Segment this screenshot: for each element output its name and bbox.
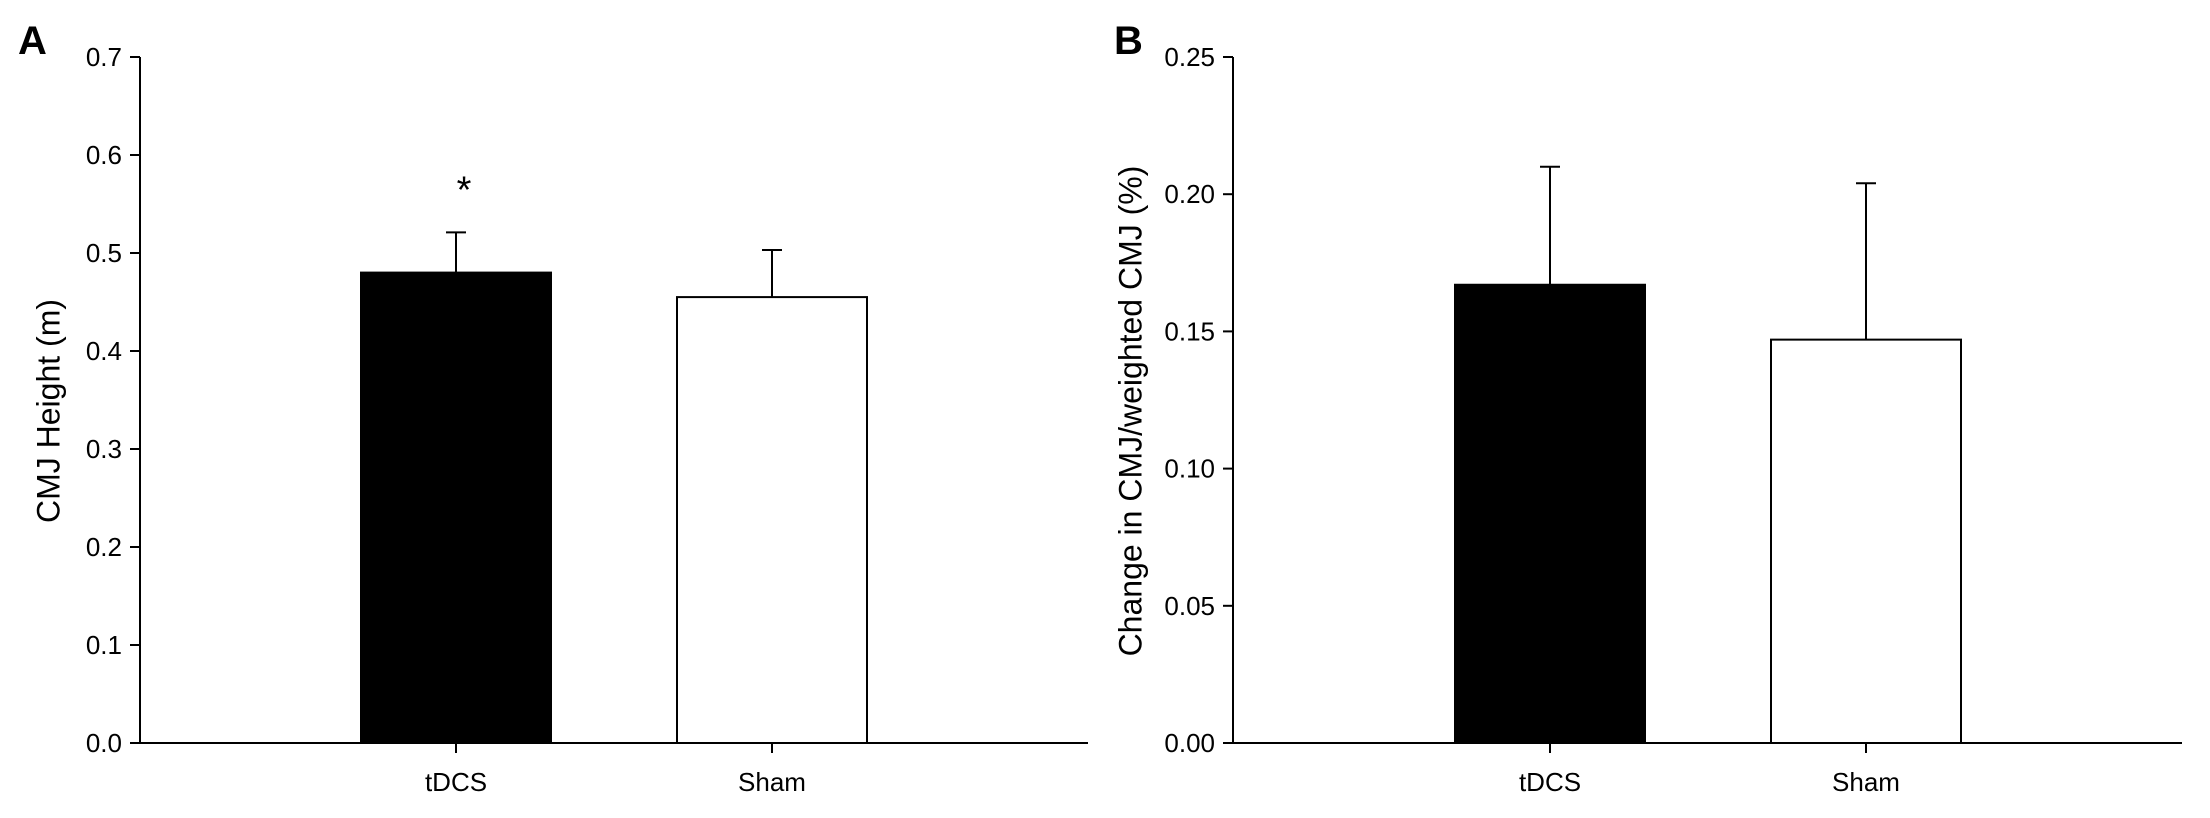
- y-tick-label: 0.20: [1164, 179, 1215, 209]
- category-label-sham: Sham: [738, 767, 806, 797]
- y-tick-label: 0.15: [1164, 316, 1215, 346]
- category-label-tdcs: tDCS: [425, 767, 487, 797]
- y-tick-label: 0.1: [86, 630, 122, 660]
- y-tick-label: 0.0: [86, 728, 122, 758]
- bar-sham: [1770, 338, 1962, 744]
- y-tick-label: 0.05: [1164, 591, 1215, 621]
- bar-tdcs: [1454, 283, 1646, 744]
- panel-letter: B: [1114, 19, 1143, 63]
- panel-letter: A: [18, 19, 47, 63]
- bar-tdcs: [360, 271, 552, 744]
- y-tick-label: 0.10: [1164, 454, 1215, 484]
- bar-sham: [676, 296, 868, 744]
- y-tick-label: 0.7: [86, 42, 122, 72]
- y-tick-label: 0.6: [86, 140, 122, 170]
- y-tick-label: 0.4: [86, 336, 122, 366]
- y-axis-title: Change in CMJ/weighted CMJ (%): [1112, 166, 1148, 657]
- y-tick-label: 0.2: [86, 532, 122, 562]
- y-axis-title: CMJ Height (m): [30, 299, 66, 523]
- y-tick-label: 0.3: [86, 434, 122, 464]
- significance-marker: *: [457, 169, 472, 211]
- y-tick-label: 0.25: [1164, 42, 1215, 72]
- y-tick-label: 0.00: [1164, 728, 1215, 758]
- category-label-sham: Sham: [1832, 767, 1900, 797]
- y-tick-label: 0.5: [86, 238, 122, 268]
- category-label-tdcs: tDCS: [1519, 767, 1581, 797]
